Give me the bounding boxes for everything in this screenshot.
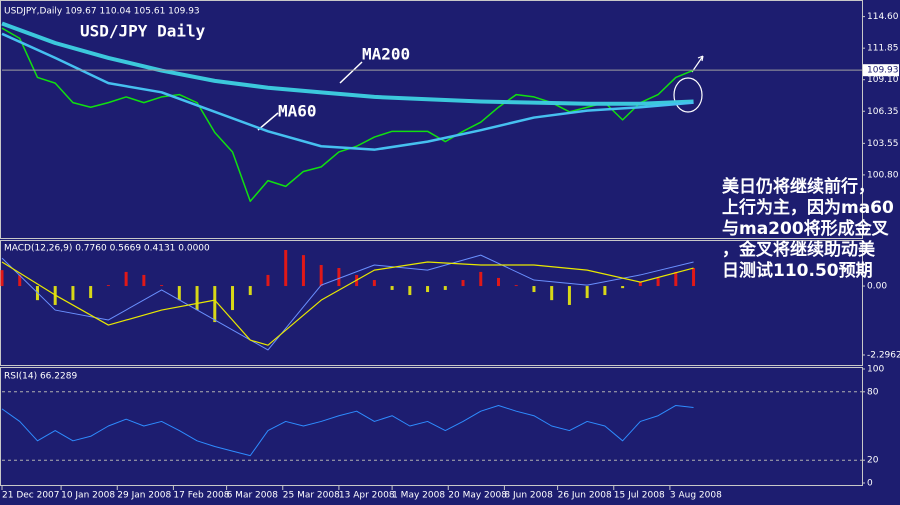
price-frame	[0, 0, 863, 239]
macd-bar	[160, 285, 164, 287]
y-tick-label: 109.10	[867, 75, 899, 85]
y-tick-label: 103.55	[867, 139, 899, 149]
macd-bar	[567, 286, 571, 305]
rsi-frame	[0, 367, 863, 486]
y-tick-label: 0.00	[867, 282, 887, 292]
macd-bar	[319, 265, 323, 287]
macd-bar	[585, 286, 589, 299]
y-tick-label: 106.35	[867, 107, 899, 117]
series-line	[1, 261, 694, 346]
y-tick-label: 100	[867, 365, 884, 375]
panel-title: MACD(12,26,9) 0.7760 0.5669 0.4131 0.000…	[4, 244, 210, 254]
x-tick-label: 13 Apr 2008	[339, 491, 395, 501]
x-tick-label: 26 Jun 2008	[558, 491, 612, 501]
macd-bar	[461, 280, 465, 287]
macd-bar	[621, 286, 625, 289]
macd-bar	[142, 274, 146, 287]
macd-bar	[372, 280, 376, 287]
macd-bar	[532, 286, 536, 293]
y-tick-label: 0	[867, 479, 873, 489]
macd-bar	[692, 268, 696, 287]
macd-bar	[514, 285, 518, 287]
macd-bar	[301, 255, 305, 287]
macd-bar	[89, 286, 93, 299]
y-tick-label: 80	[867, 387, 879, 397]
macd-bar	[284, 250, 288, 287]
series-line	[1, 32, 694, 151]
annotation: USD/JPY Daily	[80, 22, 206, 41]
macd-bar	[124, 271, 128, 287]
macd-bar	[0, 270, 4, 287]
note-line: 上行为主，因为ma60	[722, 197, 894, 218]
macd-bar	[337, 268, 341, 287]
macd-bar	[231, 286, 235, 311]
macd-bar	[603, 286, 607, 296]
x-tick-label: 25 Mar 2008	[283, 491, 340, 501]
note-line: 美日仍将继续前行，	[722, 176, 875, 197]
macd-frame	[0, 240, 863, 366]
y-tick-label: 100.80	[867, 170, 899, 180]
y-tick-label: 114.60	[867, 12, 899, 22]
macd-bar	[656, 277, 660, 287]
macd-bar	[266, 274, 270, 287]
macd-bar	[18, 274, 22, 287]
x-tick-label: 20 May 2008	[448, 491, 507, 501]
annotation: MA60	[278, 102, 317, 121]
x-tick-label: 17 Feb 2008	[173, 491, 229, 501]
x-tick-label: 6 Mar 2008	[227, 491, 279, 501]
macd-bar	[496, 277, 500, 287]
macd-bar	[213, 286, 217, 323]
highlight-circle	[673, 77, 703, 113]
panel-title: USDJPY,Daily 109.67 110.04 105.61 109.93	[4, 7, 200, 17]
x-tick-label: 15 Jul 2008	[614, 491, 665, 501]
macd-bar	[443, 286, 447, 290]
panel-title: RSI(14) 66.2289	[4, 372, 77, 382]
x-tick-label: 1 May 2008	[392, 491, 445, 501]
note-line: 与ma200将形成金叉	[722, 218, 890, 239]
last-price-box	[863, 64, 899, 77]
macd-bar	[195, 286, 199, 311]
macd-bar	[71, 286, 75, 301]
x-tick-label: 10 Jan 2008	[61, 491, 115, 501]
x-tick-label: 8 Jun 2008	[504, 491, 553, 501]
annotation: MA200	[362, 45, 410, 64]
y-tick-label: -2.2962	[867, 350, 900, 360]
x-tick-label: 3 Aug 2008	[670, 491, 722, 501]
macd-bar	[248, 286, 252, 296]
macd-bar	[674, 271, 678, 287]
series-line	[1, 404, 694, 457]
macd-bar	[106, 285, 110, 287]
macd-bar	[177, 286, 181, 301]
macd-bar	[550, 286, 554, 301]
y-tick-label: 111.85	[867, 44, 899, 54]
frames	[0, 0, 863, 486]
series-line	[1, 21, 694, 106]
macd-bar	[390, 286, 394, 290]
x-tick-label: 21 Dec 2007	[2, 491, 60, 501]
note-line: ，金叉将继续助动美	[722, 239, 876, 260]
note-line: 日测试110.50预期	[722, 260, 873, 281]
macd-bar	[638, 282, 642, 287]
ma60-pointer	[257, 112, 279, 131]
ma200-pointer	[339, 61, 363, 84]
x-tick-label: 29 Jan 2008	[117, 491, 171, 501]
macd-bar	[408, 286, 412, 296]
series-line	[1, 254, 694, 351]
macd-bar	[479, 271, 483, 287]
up-arrow	[691, 55, 704, 73]
last-price-label: 109.93	[867, 66, 899, 76]
y-tick-label: 20	[867, 456, 879, 466]
macd-bar	[426, 286, 430, 293]
